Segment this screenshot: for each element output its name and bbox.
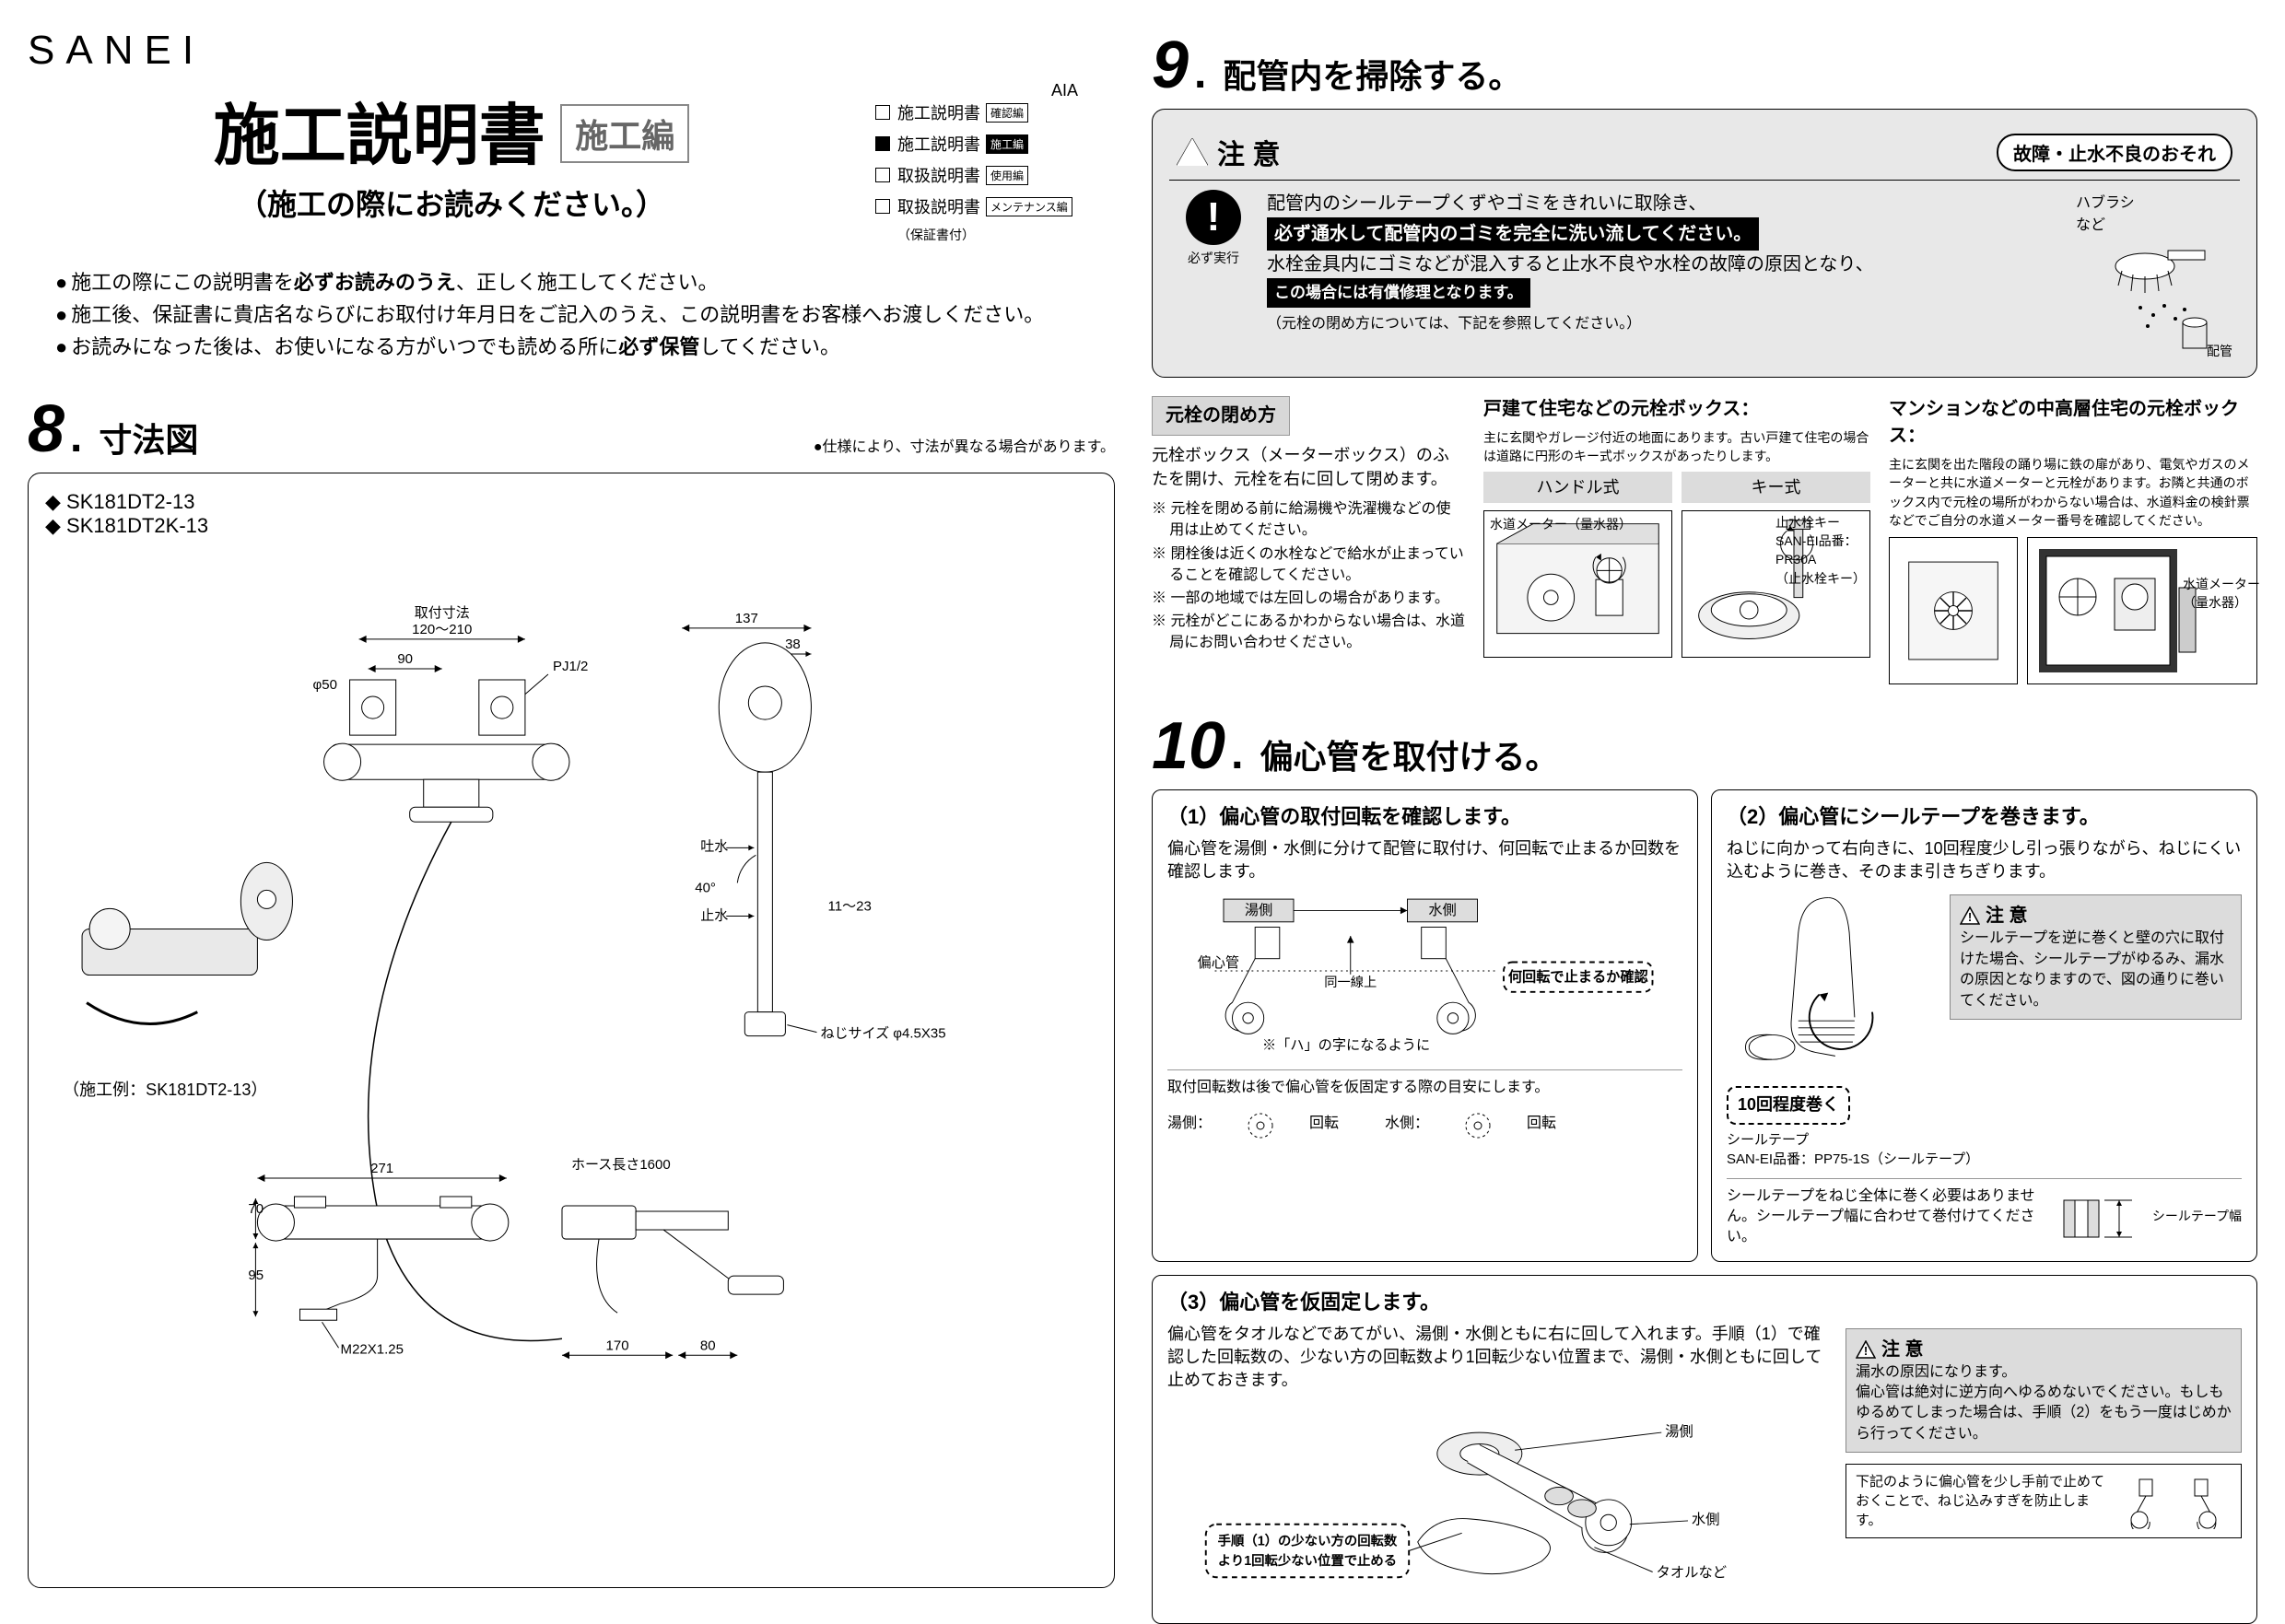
svg-text:M22X1.25: M22X1.25 — [341, 1341, 404, 1357]
svg-text:38: 38 — [785, 637, 801, 652]
svg-text:!: ! — [1864, 1344, 1868, 1358]
svg-text:80: 80 — [700, 1338, 716, 1353]
valve-close-col: 元栓の閉め方 元栓ボックス（メーターボックス）のふたを開け、元栓を右に回して閉め… — [1152, 396, 1465, 684]
subtitle: （施工の際にお読みください。） — [28, 181, 875, 224]
must-do-icon: ! 必ず実行 — [1177, 190, 1250, 267]
svg-text:※「ハ」の字になるように: ※「ハ」の字になるように — [1262, 1038, 1430, 1054]
section-9-caution-panel: ! 注 意 故障・止水不良のおそれ ! 必ず実行 配管内のシールテープくずやゴミ… — [1152, 109, 2257, 378]
svg-text:120～210: 120～210 — [412, 621, 472, 637]
section-9-number: 9 — [1152, 28, 1189, 103]
svg-text:何回転で止まるか確認: 何回転で止まるか確認 — [1508, 969, 1649, 986]
step-2-illustration — [1727, 889, 1939, 1082]
aia-code: AIA — [875, 81, 1078, 100]
dimension-diagram: （施工例：SK181DT2-13） 取付寸法 120～210 90 φ50 PJ… — [45, 545, 1097, 1571]
section-9-title: 配管内を掃除する。 — [1223, 50, 1521, 98]
svg-text:手順（1）の少ない方の回転数: 手順（1）の少ない方の回転数 — [1218, 1533, 1398, 1549]
step-3-illustration: 湯側 水側 タオルなど 手順（1）の少ない方の回転数 — [1167, 1392, 1827, 1604]
section-10-number: 10 — [1152, 708, 1225, 784]
step-1-card: （1）偏心管の取付回転を確認します。 偏心管を湯側・水側に分けて配管に取付け、何… — [1152, 789, 1698, 1262]
svg-text:取付寸法: 取付寸法 — [415, 604, 470, 620]
risk-pill: 故障・止水不良のおそれ — [1997, 134, 2232, 171]
svg-text:湯側: 湯側 — [1665, 1424, 1693, 1440]
svg-text:同一線上: 同一線上 — [1324, 975, 1377, 990]
step-3-card: （3）偏心管を仮固定します。 偏心管をタオルなどであてがい、湯側・水側ともに右に… — [1152, 1275, 2257, 1624]
svg-text:90: 90 — [397, 651, 413, 667]
intro-bullets: 施工の際にこの説明書を必ずお読みのうえ、正しく施工してください。 施工後、保証書… — [55, 266, 1115, 364]
svg-text:湯側: 湯側 — [1245, 904, 1272, 919]
svg-text:137: 137 — [735, 610, 758, 625]
svg-text:170: 170 — [606, 1338, 629, 1353]
svg-text:水側: 水側 — [1428, 904, 1456, 919]
dimension-panel: SK181DT2-13 SK181DT2K-13 （施工例：SK181DT2-1… — [28, 473, 1115, 1588]
section-8-title: 寸法図 — [99, 414, 198, 461]
title-badge: 施工編 — [560, 104, 689, 163]
svg-text:ねじサイズ φ4.5X35: ねじサイズ φ4.5X35 — [820, 1025, 945, 1041]
svg-text:水側: 水側 — [1692, 1513, 1720, 1528]
svg-text:吐水: 吐水 — [700, 838, 728, 854]
svg-text:!: ! — [1968, 910, 1972, 924]
warning-icon: ! — [1177, 138, 1208, 166]
svg-text:11～23: 11～23 — [827, 898, 871, 914]
caution-label: 注 意 — [1217, 132, 1280, 172]
brand-logo: SANEI — [28, 28, 1115, 74]
svg-text:271: 271 — [370, 1160, 393, 1175]
doc-type-checklist: AIA 施工説明書確認編 施工説明書施工編 取扱説明書使用編 取扱説明書メンテナ… — [875, 81, 1115, 244]
house-box-col: 戸建て住宅などの元栓ボックス： 主に玄関やガレージ付近の地面にあります。古い戸建… — [1483, 396, 1870, 684]
svg-text:より1回転少ない位置で止める: より1回転少ない位置で止める — [1218, 1552, 1397, 1569]
brush-illustration: ハブラシ など 配管 — [2076, 190, 2232, 360]
svg-text:偏心管: 偏心管 — [1198, 956, 1240, 972]
svg-text:40°: 40° — [695, 880, 716, 895]
section-8-note: ●仕様により、寸法が異なる場合があります。 — [814, 434, 1115, 456]
main-title: 施工説明書 — [214, 81, 545, 178]
section-8-number: 8 — [28, 391, 64, 467]
svg-text:（施工例：SK181DT2-13）: （施工例：SK181DT2-13） — [63, 1080, 267, 1098]
model-list: SK181DT2-13 SK181DT2K-13 — [45, 490, 1097, 538]
step-1-illustration: 湯側 水側 偏心管 同一線上 — [1167, 883, 1682, 1058]
svg-text:ホース長さ1600: ホース長さ1600 — [571, 1156, 671, 1172]
step-2-card: （2）偏心管にシールテープを巻きます。 ねじに向かって右向きに、10回程度少し引… — [1711, 789, 2257, 1262]
warranty-note: （保証書付） — [897, 226, 1115, 244]
svg-text:!: ! — [1189, 145, 1196, 165]
svg-text:止水: 止水 — [700, 907, 728, 923]
apartment-box-col: マンションなどの中高層住宅の元栓ボックス： 主に玄関を出た階段の踊り場に鉄の扉が… — [1889, 396, 2257, 684]
svg-text:PJ1/2: PJ1/2 — [553, 659, 588, 674]
svg-text:タオルなど: タオルなど — [1657, 1565, 1728, 1581]
svg-text:φ50: φ50 — [313, 677, 337, 693]
section-10-title: 偏心管を取付ける。 — [1260, 730, 1558, 778]
